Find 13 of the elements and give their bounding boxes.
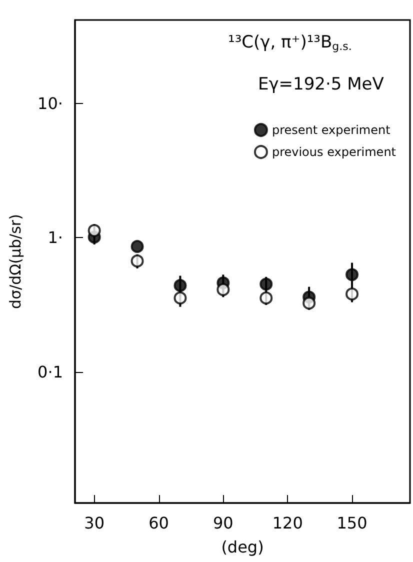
x-tick-label: 90 (212, 514, 234, 532)
y-axis-title: dσ/dΩ(μb/sr) (6, 214, 24, 309)
text: Eγ=192·5 MeV (258, 74, 384, 94)
y-tick-label: 1· (48, 228, 63, 248)
x-tick-label: 60 (148, 514, 169, 532)
y-tick-label: 10· (38, 94, 63, 114)
x-tick-label: 30 (84, 514, 105, 532)
x-tick-label: 120 (272, 514, 303, 532)
x-tick-label: 150 (336, 514, 368, 532)
x-axis-title: (deg) (221, 538, 264, 556)
legend-label: present experiment (272, 123, 391, 137)
y-tick-label: 0·1 (38, 362, 63, 382)
legend-label: previous experiment (272, 145, 396, 159)
